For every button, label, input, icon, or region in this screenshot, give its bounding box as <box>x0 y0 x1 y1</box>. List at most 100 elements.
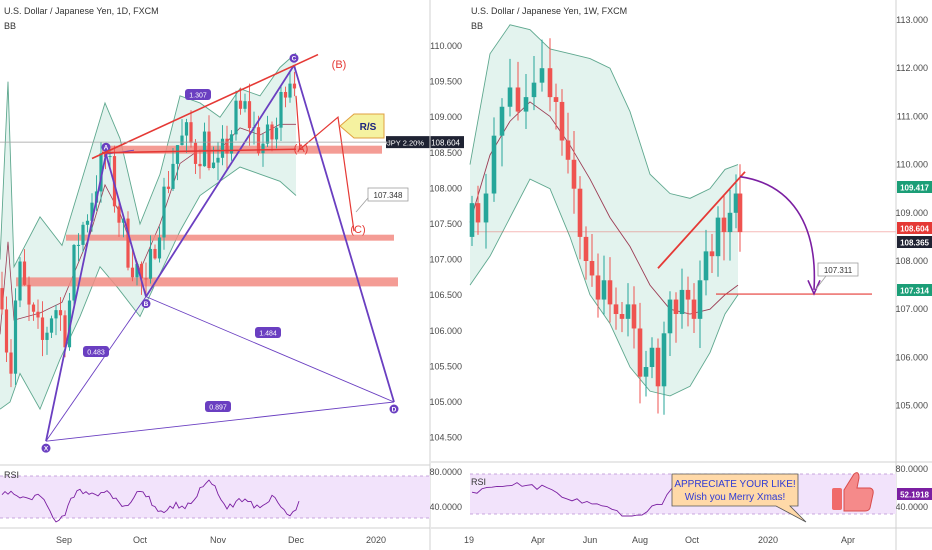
right-x-tick-label: Aug <box>632 535 648 545</box>
ratio-badge <box>255 327 281 338</box>
left-price-axis: 110.000 109.500 109.000 108.500 108.000 107.5… <box>0 0 462 550</box>
candle-body <box>539 68 545 83</box>
candle-body <box>171 163 175 189</box>
candle-body <box>85 220 90 225</box>
candle-body <box>469 203 475 237</box>
harmonic-point-marker <box>389 404 399 414</box>
left-x-tick-label: 2020 <box>366 535 386 545</box>
ratio-badge <box>83 346 109 357</box>
candle-body <box>216 157 220 163</box>
harmonic-point-marker <box>141 299 151 309</box>
candle-body <box>565 140 571 160</box>
candle-body <box>625 304 631 319</box>
left-y-tick-label: 107.500 <box>429 219 462 229</box>
left-y-tick-label: 108.500 <box>429 148 462 158</box>
candle-body <box>153 248 157 259</box>
right-price-axis: 113.000 112.000 111.000 110.000 109.000 108.0… <box>895 0 932 550</box>
candle-body <box>63 315 67 348</box>
right-rising-trendline <box>657 171 746 269</box>
left-y-tick-label: 105.500 <box>429 361 462 371</box>
candle-body <box>243 101 247 109</box>
candle-body <box>583 236 589 261</box>
candle-body <box>121 218 126 223</box>
right-x-tick-label: 2020 <box>758 535 778 545</box>
target-label-box <box>367 187 409 202</box>
candle-body <box>475 203 481 223</box>
right-rsi-tick-label: 80.0000 <box>895 464 928 474</box>
harmonic-diag-xb <box>45 296 147 442</box>
candle-body <box>577 188 583 237</box>
ratio-badge-text: 0.483 <box>87 350 105 357</box>
candle-body <box>126 218 130 268</box>
projection-label: (A) <box>294 143 309 155</box>
candle-body <box>721 217 727 233</box>
left-rsi-tick-label: 80.0000 <box>429 467 462 477</box>
left-rsi-band <box>0 476 430 518</box>
harmonic-diag-xd <box>45 401 395 442</box>
candle-body <box>144 278 148 280</box>
candle-body <box>261 143 265 154</box>
right-x-tick-label: Oct <box>685 535 700 545</box>
candle-body <box>667 299 673 334</box>
candle-body <box>483 193 489 223</box>
candle-body <box>288 83 292 98</box>
candle-body <box>589 261 595 276</box>
candle-body <box>685 289 691 300</box>
candle-body <box>4 309 9 353</box>
thumbs-up-cuff <box>832 488 842 510</box>
harmonic-point-marker <box>101 142 111 152</box>
thumbs-up-icon <box>832 472 874 512</box>
candle-body <box>607 280 613 305</box>
projection-label: (C) <box>350 224 365 236</box>
candle-body <box>81 224 85 245</box>
low-zone <box>16 277 398 287</box>
left-bb-upper <box>0 52 297 269</box>
candle-body <box>547 68 553 98</box>
candle-body <box>189 122 193 143</box>
target-label-leader <box>355 197 369 213</box>
callout-line-1: APPRECIATE YOUR LIKE! <box>674 479 795 490</box>
candle-body <box>715 217 721 257</box>
candle-body <box>499 106 505 136</box>
right-price-tag-value: 108.604 <box>900 225 929 234</box>
candle-body <box>67 300 72 348</box>
right-price-tag <box>897 236 932 248</box>
harmonic-leg-xa <box>45 154 107 442</box>
harmonic-point-label: D <box>392 407 397 414</box>
thumbs-up-hand <box>843 472 874 512</box>
candle-body <box>207 131 211 169</box>
projected-path <box>295 95 355 232</box>
left-bb-fill <box>0 53 296 410</box>
candle-body <box>58 310 63 316</box>
candle-body <box>655 347 661 387</box>
left-x-tick-label: Sep <box>56 535 72 545</box>
harmonic-point-marker <box>41 443 51 453</box>
support-line <box>101 148 297 154</box>
right-target-leader <box>815 275 827 290</box>
price-tag-label: USDJPY 2.20% <box>371 139 424 148</box>
rising-trendline-upper <box>91 53 319 160</box>
candle-body <box>507 87 513 107</box>
left-candles <box>0 70 297 388</box>
right-levels <box>470 231 896 295</box>
right-y-tick-label: 109.000 <box>895 208 928 218</box>
right-x-tick-label: Jun <box>583 535 598 545</box>
right-y-tick-label: 108.000 <box>895 256 928 266</box>
right-time-axis: 19 Apr Jun Aug Oct 2020 Apr <box>431 527 932 545</box>
ratio-badge-text: 0.897 <box>209 405 227 412</box>
harmonic-point-label: A <box>104 145 109 152</box>
candle-body <box>9 352 13 374</box>
candle-body <box>72 244 76 301</box>
rs-callout <box>339 113 385 139</box>
right-price-tag <box>897 222 932 234</box>
candle-body <box>559 101 565 141</box>
rs-label: R/S <box>360 122 377 133</box>
right-bb-lower <box>469 178 739 397</box>
callout-line-2: Wish you Merry Xmas! <box>685 492 786 503</box>
left-rsi-label: RSI <box>4 470 19 480</box>
candle-body <box>601 280 607 300</box>
candle-body <box>40 317 45 340</box>
candle-body <box>613 304 619 315</box>
candle-body <box>13 300 18 374</box>
